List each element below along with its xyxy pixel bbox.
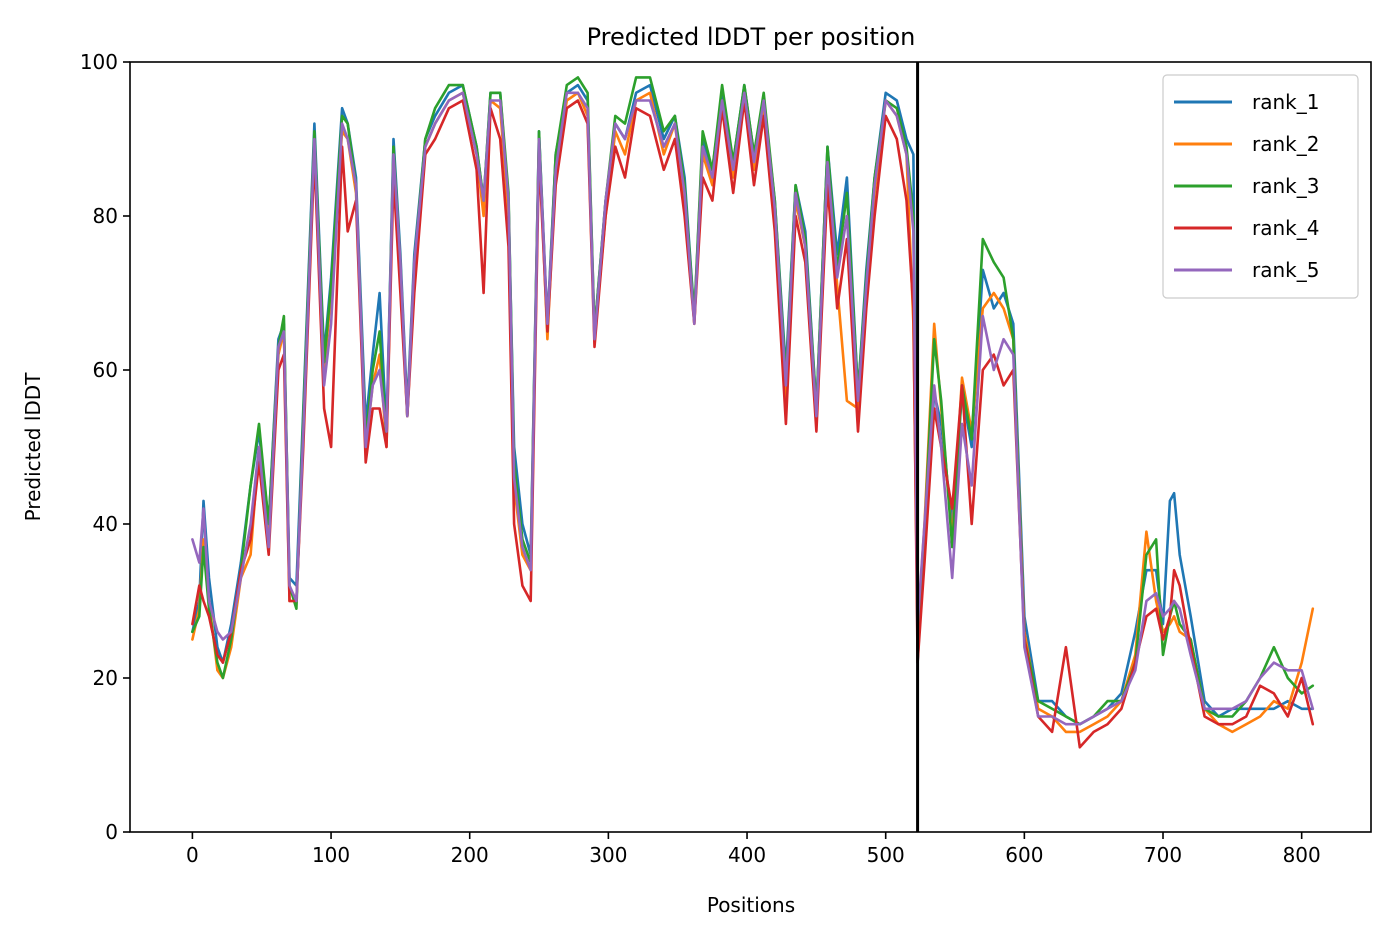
chart-title: Predicted lDDT per position <box>587 23 916 51</box>
legend: rank_1 rank_2 rank_3 rank_4 rank_5 <box>1162 74 1359 299</box>
y-axis-label: Predicted lDDT <box>21 372 45 522</box>
y-tick-label: 0 <box>105 820 118 844</box>
legend-label-rank-5: rank_5 <box>1252 258 1319 282</box>
x-tick-label: 800 <box>1283 843 1321 867</box>
x-tick-label: 600 <box>1005 843 1043 867</box>
x-tick-label: 700 <box>1144 843 1182 867</box>
y-tick-label: 100 <box>80 50 118 74</box>
series-layer <box>191 76 1315 749</box>
plot-frame <box>129 61 1372 833</box>
legend-label-rank-2: rank_2 <box>1252 132 1319 156</box>
legend-box <box>1162 74 1359 299</box>
x-tick-label: 0 <box>186 843 199 867</box>
y-tick-label: 60 <box>93 358 118 382</box>
legend-label-rank-4: rank_4 <box>1252 216 1319 240</box>
y-tick-label: 40 <box>93 512 118 536</box>
series-line-rank-5 <box>191 91 1315 726</box>
x-tick-label: 300 <box>589 843 627 867</box>
x-tick-label: 500 <box>867 843 905 867</box>
x-tick-label: 400 <box>728 843 766 867</box>
x-axis-ticks: 0 100 200 300 400 500 600 700 800 <box>186 832 1321 867</box>
y-tick-label: 20 <box>93 666 118 690</box>
legend-label-rank-1: rank_1 <box>1252 90 1319 114</box>
y-axis-ticks: 0 20 40 60 80 100 <box>80 50 130 844</box>
legend-label-rank-3: rank_3 <box>1252 174 1319 198</box>
x-axis-label: Positions <box>707 893 795 917</box>
x-tick-label: 200 <box>451 843 489 867</box>
y-tick-label: 80 <box>93 204 118 228</box>
x-tick-label: 100 <box>312 843 350 867</box>
